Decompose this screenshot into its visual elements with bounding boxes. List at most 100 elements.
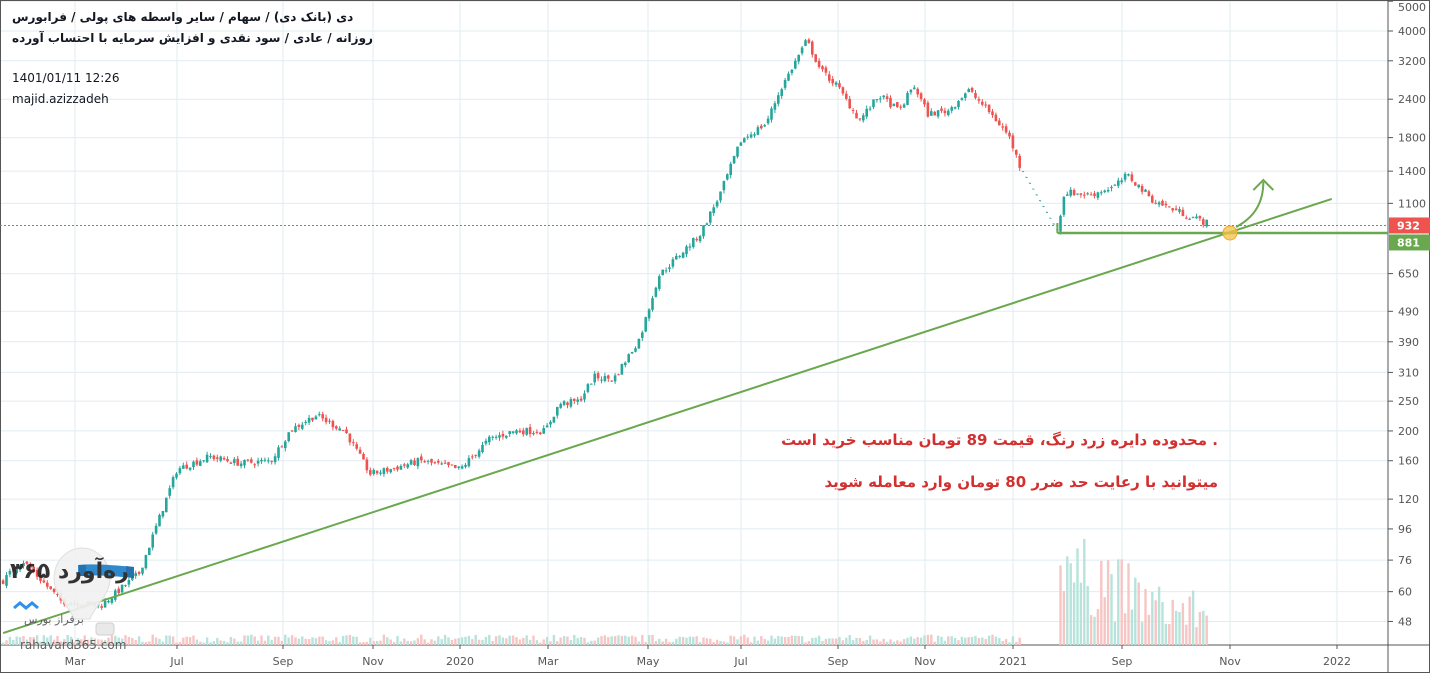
candle-body: [283, 441, 287, 449]
candle-body: [1093, 193, 1096, 196]
volume-bar: [1198, 611, 1202, 645]
candle-body: [426, 460, 430, 462]
candle-body: [926, 102, 930, 117]
candle-body: [865, 108, 868, 117]
volume-bar: [103, 639, 107, 645]
volume-bar: [1154, 600, 1157, 645]
candle-body: [375, 470, 379, 474]
volume-bar: [457, 638, 460, 645]
volume-bar: [872, 639, 875, 645]
volume-bar: [593, 640, 596, 645]
candle-body: [678, 256, 681, 258]
candle-body: [569, 399, 573, 407]
volume-bar: [195, 639, 199, 645]
candle-body: [1147, 191, 1151, 197]
price-label-881: [1389, 234, 1430, 251]
volume-bar: [797, 636, 800, 645]
candle-body: [1205, 219, 1208, 227]
candle-body: [661, 269, 664, 276]
candle-body: [967, 89, 970, 93]
candle-body: [45, 582, 49, 587]
candle-body: [453, 464, 457, 468]
halt-tick: [1021, 170, 1025, 173]
volume-bar: [695, 636, 698, 645]
volume-bar: [726, 642, 729, 645]
candle-body: [593, 373, 596, 383]
volume-bar: [1117, 559, 1120, 645]
candle-body: [878, 98, 882, 100]
volume-bar: [335, 637, 338, 645]
volume-bar: [522, 637, 525, 645]
volume-bar: [1178, 612, 1181, 645]
candle-body: [487, 436, 491, 443]
candle-body: [1089, 194, 1093, 196]
volume-bar: [746, 637, 749, 645]
volume-bar: [467, 635, 471, 645]
candle-body: [654, 287, 658, 297]
time-axis-label: Jul: [733, 655, 747, 668]
candle-body: [1, 580, 5, 584]
volume-bar: [573, 634, 576, 645]
halt-tick: [1025, 176, 1028, 179]
price-axis-label: 160: [1398, 455, 1419, 468]
candle-body: [504, 435, 508, 438]
volume-bar: [607, 637, 610, 645]
volume-bar: [205, 637, 209, 645]
candle-body: [957, 100, 960, 108]
volume-bar: [926, 634, 930, 645]
volume-bar: [362, 641, 365, 645]
volume-bar: [1103, 597, 1106, 645]
volume-bar: [600, 636, 603, 645]
volume-bar: [1144, 589, 1147, 645]
volume-bar: [681, 636, 685, 645]
volume-bar: [369, 637, 372, 645]
volume-bar: [148, 641, 151, 645]
candle-body: [311, 417, 314, 421]
candle-body: [515, 430, 518, 434]
candle-body: [909, 89, 913, 93]
candle-body: [844, 93, 848, 99]
volume-bar: [243, 635, 246, 645]
volume-bar: [488, 634, 491, 645]
volume-bar: [1011, 636, 1015, 645]
candle-body: [270, 460, 273, 462]
candle-body: [929, 111, 933, 116]
candle-body: [936, 110, 940, 117]
price-label-text: 932: [1397, 219, 1420, 232]
volume-bar: [1089, 615, 1093, 645]
candle-body: [249, 459, 253, 463]
volume-bar: [892, 641, 896, 645]
candle-body: [338, 428, 341, 431]
volume-bar: [311, 637, 314, 645]
price-axis-label: 390: [1398, 336, 1419, 349]
candle-body: [705, 223, 709, 225]
volume-bar: [1174, 610, 1178, 645]
volume-bar: [379, 640, 382, 645]
volume-bar: [862, 640, 865, 645]
volume-bar: [664, 638, 668, 645]
candle-body: [290, 430, 294, 432]
volume-bar: [1137, 582, 1140, 645]
candle-body: [630, 352, 634, 354]
volume-bar: [1008, 642, 1011, 645]
volume-bar: [790, 635, 794, 645]
volume-bar: [1062, 591, 1066, 645]
candle-body: [1086, 193, 1089, 195]
volume-bar: [739, 636, 743, 645]
candle-body: [253, 464, 256, 466]
volume-bar: [916, 637, 919, 645]
candle-body: [307, 417, 311, 423]
volume-bar: [831, 638, 834, 645]
candle-body: [141, 567, 144, 574]
volume-bar: [236, 641, 239, 645]
candle-body: [467, 458, 471, 467]
volume-bar: [525, 635, 528, 645]
candle-body: [328, 420, 331, 422]
time-axis-label: Sep: [1112, 655, 1133, 668]
time-axis-label: Mar: [538, 655, 559, 668]
volume-bar: [865, 639, 868, 645]
candle-body: [885, 96, 889, 99]
candle-body: [804, 40, 807, 46]
volume-bar: [253, 636, 256, 645]
